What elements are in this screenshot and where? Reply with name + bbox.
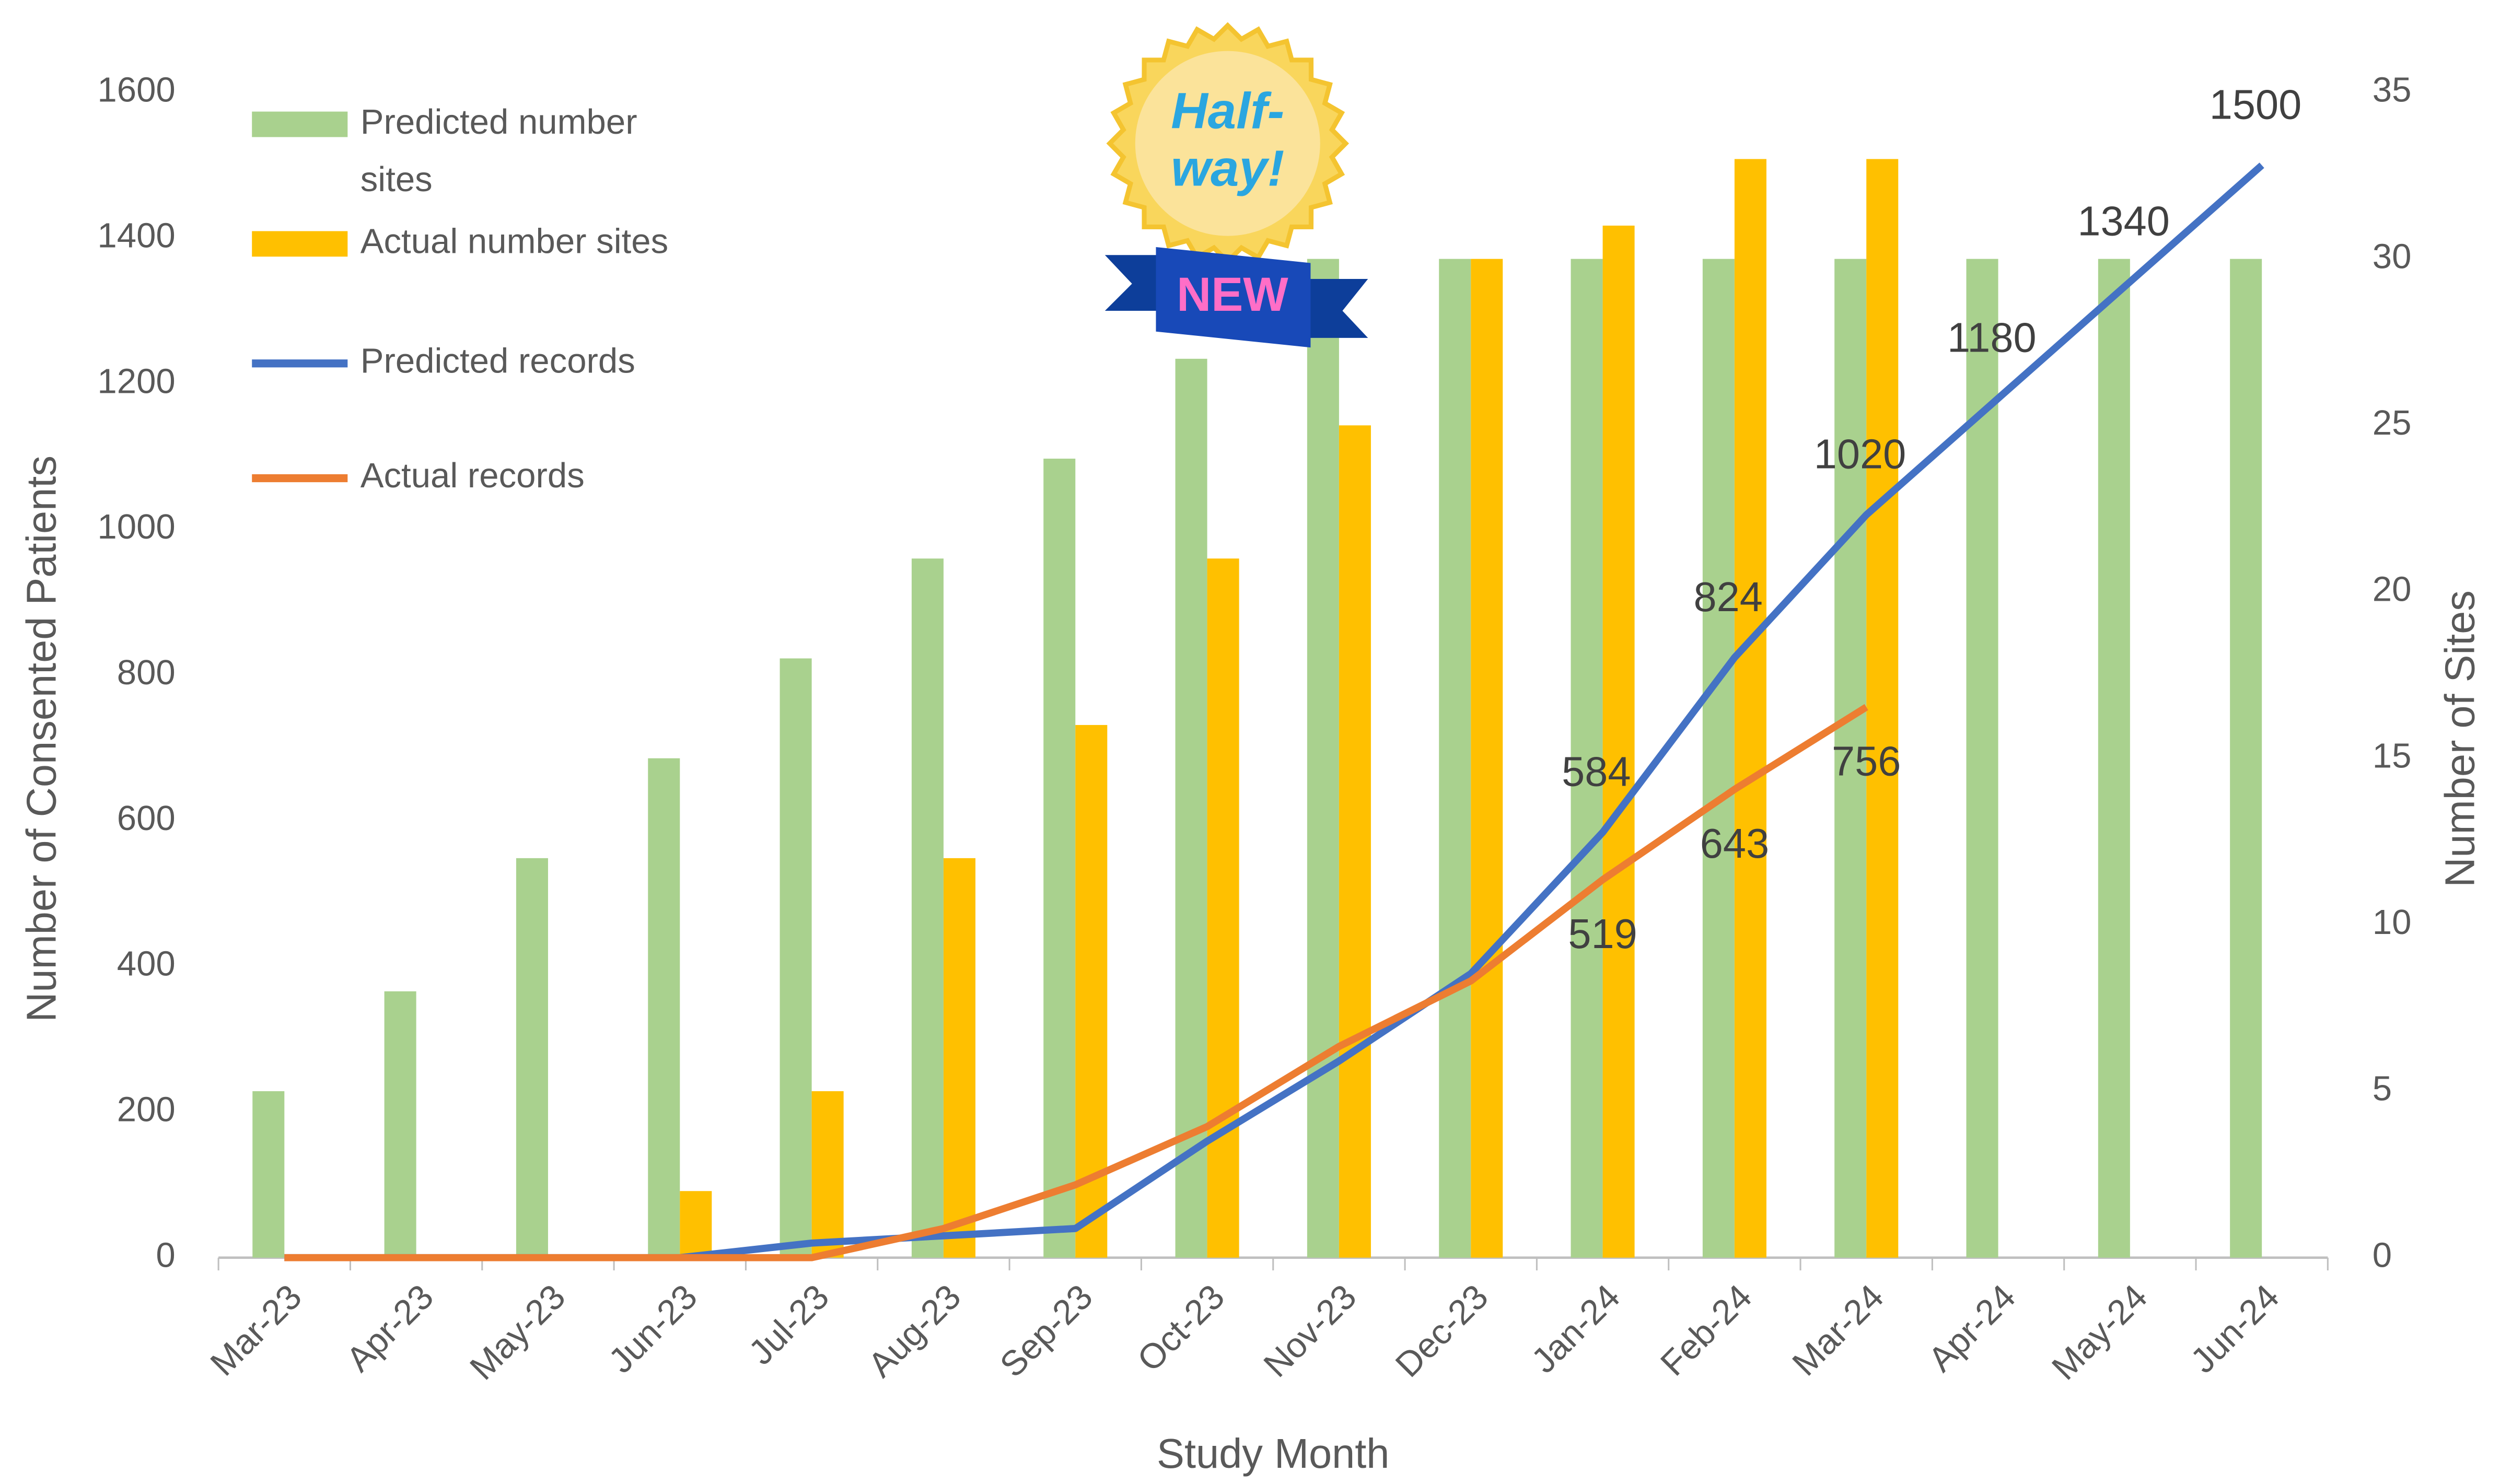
x-tick-label: Sep-23: [993, 1277, 1100, 1385]
x-tick-label: Jun-23: [601, 1277, 705, 1381]
x-tick-label: Apr-24: [1921, 1277, 2024, 1380]
legend-swatch: [252, 112, 347, 137]
bar: [1043, 459, 1075, 1258]
bar: [1703, 259, 1735, 1258]
y-tick-label: 400: [117, 944, 176, 984]
bar: [1735, 159, 1766, 1257]
badge-text: Half-: [1171, 83, 1284, 139]
x-tick-label: Oct-23: [1130, 1277, 1232, 1379]
x-tick-label: Mar-23: [203, 1277, 309, 1383]
bar: [1603, 226, 1635, 1258]
data-label: 643: [1700, 820, 1769, 867]
y-tick-label: 200: [117, 1090, 176, 1129]
bar: [516, 858, 548, 1258]
y-tick-label: 0: [156, 1235, 175, 1275]
bar: [812, 1091, 844, 1258]
data-label: 1500: [2210, 81, 2301, 128]
data-label: 519: [1568, 910, 1637, 957]
x-tick-label: Jul-23: [741, 1277, 836, 1372]
bar: [2230, 259, 2262, 1258]
data-label: 1020: [1814, 431, 1906, 477]
bar: [1207, 558, 1239, 1257]
y-tick-label: 1200: [97, 361, 175, 401]
x-tick-label: May-23: [462, 1277, 573, 1387]
bar: [912, 558, 944, 1257]
bar: [648, 758, 680, 1258]
ribbon-text: NEW: [1177, 268, 1288, 321]
y-tick-label: 1600: [97, 71, 175, 110]
x-tick-label: Dec-23: [1388, 1277, 1496, 1385]
bar: [1471, 259, 1503, 1258]
page: {"chart_data": {"type": "bar-line", "x_l…: [0, 0, 2500, 1484]
y-tick-label: 1400: [97, 216, 175, 255]
bar: [1866, 159, 1898, 1257]
bar: [944, 858, 975, 1258]
x-tick-label: Jun-24: [2183, 1277, 2287, 1381]
bar: [1307, 259, 1339, 1258]
data-label: 756: [1832, 738, 1901, 784]
legend-label: Actual records: [361, 456, 585, 495]
bar: [1439, 259, 1471, 1258]
badge-text: way!: [1171, 139, 1284, 196]
x-tick-label: Aug-23: [861, 1277, 968, 1385]
bar: [780, 658, 812, 1257]
data-label: 1180: [1947, 314, 2037, 361]
x-tick-label: Apr-23: [339, 1277, 441, 1380]
data-label: 824: [1694, 574, 1763, 620]
x-tick-label: Feb-24: [1653, 1277, 1759, 1383]
x-tick-label: May-24: [2044, 1277, 2155, 1387]
y2-tick-label: 30: [2373, 237, 2412, 276]
x-tick-label: Jan-24: [1524, 1277, 1627, 1381]
legend-label: Predicted records: [361, 341, 635, 380]
chart: 0 200 400 600 800 1000 1200 1400 1600 0 5 10 15 20 25 3…: [0, 0, 2500, 1484]
bar: [385, 991, 416, 1258]
y-tick-label: 800: [117, 653, 176, 692]
bar: [252, 1091, 284, 1258]
data-label: 1340: [2077, 198, 2169, 244]
y2-tick-label: 5: [2373, 1069, 2392, 1108]
y-axis-title: Number of Consented Patients: [18, 455, 64, 1022]
y2-tick-label: 0: [2373, 1235, 2392, 1275]
bar: [680, 1191, 712, 1257]
bar: [2098, 259, 2130, 1258]
bar: [1339, 425, 1371, 1257]
y2-tick-label: 35: [2373, 71, 2412, 110]
legend-label: Actual number sites: [361, 222, 668, 261]
y2-tick-label: 20: [2373, 570, 2412, 609]
x-tick-label: Mar-24: [1785, 1277, 1891, 1383]
x-axis-title: Study Month: [1157, 1430, 1389, 1477]
y-tick-label: 600: [117, 799, 176, 838]
x-tick-label: Nov-23: [1256, 1277, 1364, 1385]
legend-swatch: [252, 231, 347, 256]
badge: Half- way! NEW: [1105, 26, 1368, 347]
y2-tick-label: 25: [2373, 403, 2412, 442]
data-label: 584: [1562, 749, 1631, 795]
y2-tick-label: 15: [2373, 736, 2412, 775]
y-tick-label: 1000: [97, 507, 175, 546]
y2-axis-title: Number of Sites: [2437, 590, 2483, 887]
bar: [1176, 359, 1207, 1258]
y2-tick-label: 10: [2373, 903, 2412, 942]
